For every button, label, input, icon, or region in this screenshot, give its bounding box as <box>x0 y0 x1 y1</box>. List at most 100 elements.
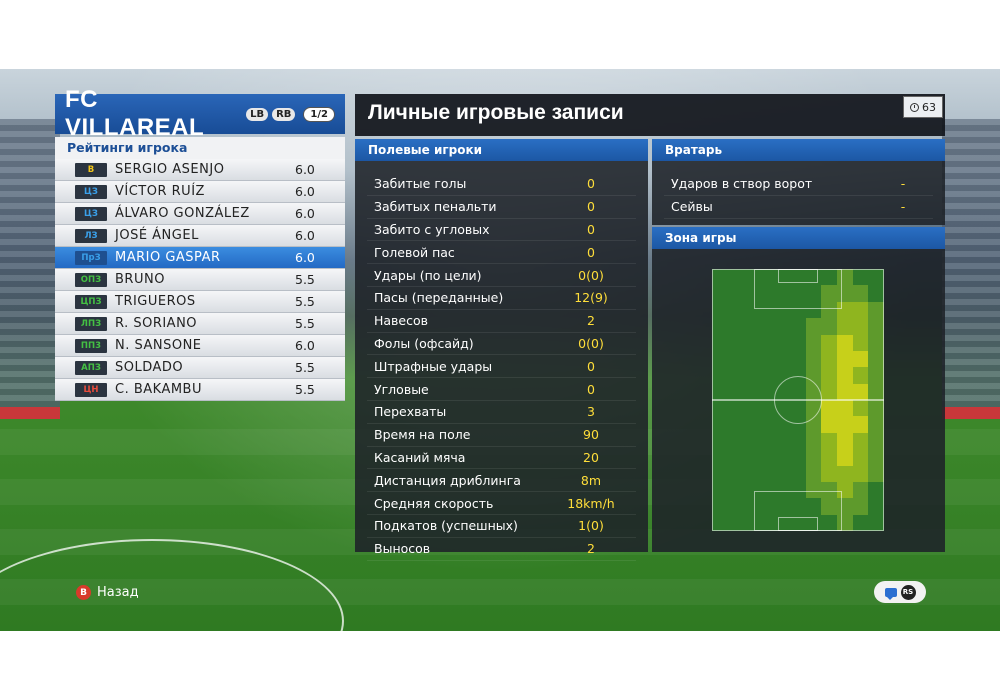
heatmap-cell <box>868 318 884 336</box>
stat-row: Фолы (офсайд) 0(0) <box>367 333 636 356</box>
heatmap-cell <box>712 498 728 516</box>
heatmap-cell <box>790 301 807 319</box>
heatmap-cell <box>727 334 744 352</box>
heatmap-cell <box>758 498 775 516</box>
position-badge: ЦПЗ <box>75 294 107 309</box>
player-row[interactable]: ОПЗ BRUNO 5.5 <box>55 269 345 291</box>
back-button[interactable]: B Назад <box>76 585 139 600</box>
heatmap-cell <box>743 285 760 303</box>
stat-row: Навесов 2 <box>367 310 636 333</box>
stat-label: Средняя скорость <box>374 495 494 511</box>
heatmap-cell <box>774 449 791 467</box>
heatmap-cell <box>712 432 728 450</box>
heatmap-cell <box>712 269 728 286</box>
gk-stat-row: Ударов в створ ворот - <box>664 173 933 196</box>
player-row[interactable]: ПП3 N. SANSONE 6.0 <box>55 335 345 357</box>
heatmap-cell <box>712 383 728 401</box>
heatmap-cell <box>727 416 744 434</box>
heatmap-cell <box>868 400 884 417</box>
heatmap-cell <box>821 449 838 467</box>
heatmap-cell <box>805 334 822 352</box>
heatmap-cell <box>868 301 884 319</box>
heatmap-cell <box>805 481 822 499</box>
stat-label: Забито с угловых <box>374 221 490 237</box>
heatmap-cell <box>821 383 838 401</box>
player-row[interactable]: В SERGIO ASENJO 6.0 <box>55 159 345 181</box>
position-badge: ПП3 <box>75 338 107 353</box>
heatmap-cell <box>868 416 884 434</box>
player-rating: 6.0 <box>295 250 315 265</box>
page-title: Личные игровые записи <box>368 101 624 124</box>
heatmap-cell <box>790 432 807 450</box>
heatmap-cell <box>774 318 791 336</box>
stat-value: 0 <box>587 176 595 192</box>
heatmap-cell <box>743 449 760 467</box>
heatmap-cell <box>758 318 775 336</box>
chat-icon <box>884 587 897 600</box>
gk-stat-row: Сейвы - <box>664 196 933 219</box>
rs-hint[interactable]: RS <box>874 581 926 603</box>
heatmap-cell <box>837 350 854 368</box>
heatmap-cell <box>837 449 854 467</box>
heatmap-cell <box>805 465 822 483</box>
b-button-icon: B <box>76 585 91 600</box>
stat-row: Угловые 0 <box>367 378 636 401</box>
heatmap-cell <box>743 400 760 417</box>
stat-row: Удары (по цели) 0(0) <box>367 264 636 287</box>
heatmap-cell <box>821 416 838 434</box>
player-row[interactable]: ЛЗ JOSÉ ÁNGEL 6.0 <box>55 225 345 247</box>
heatmap-cell <box>712 285 728 303</box>
stat-label: Фолы (офсайд) <box>374 335 474 351</box>
stat-value: - <box>900 199 906 215</box>
heatmap-cell <box>821 318 838 336</box>
heatmap-cell <box>805 432 822 450</box>
stat-value: 20 <box>583 449 599 465</box>
position-badge: ЦЗ <box>75 184 107 199</box>
player-name: N. SANSONE <box>115 338 202 353</box>
stat-label: Сейвы <box>671 199 713 215</box>
heatmap-cell <box>758 350 775 368</box>
goalkeeper-title: Вратарь <box>652 139 945 161</box>
heatmap-cell <box>743 432 760 450</box>
heatmap-cell <box>790 449 807 467</box>
stat-value: 12(9) <box>574 290 608 306</box>
heatmap-cell <box>805 301 822 319</box>
stat-label: Выносов <box>374 541 431 557</box>
heatmap-cell <box>868 514 884 531</box>
player-name: MARIO GASPAR <box>115 250 221 265</box>
heatmap-cell <box>790 269 807 286</box>
rs-button-icon: RS <box>900 584 916 600</box>
player-row[interactable]: ЦН C. BAKAMBU 5.5 <box>55 379 345 401</box>
stat-row: Пасы (переданные) 12(9) <box>367 287 636 310</box>
heatmap-cell <box>852 334 869 352</box>
heatmap-cell <box>868 498 884 516</box>
heatmap-cell <box>727 301 744 319</box>
heatmap-cell <box>758 301 775 319</box>
heatmap-cell <box>727 285 744 303</box>
heatmap-cell <box>743 269 760 286</box>
position-badge: АПЗ <box>75 360 107 375</box>
heatmap-cell <box>868 432 884 450</box>
heatmap-cell <box>821 269 838 286</box>
player-rating: 6.0 <box>295 162 315 177</box>
heatmap-cell <box>743 465 760 483</box>
rb-button-hint[interactable]: RB <box>272 107 296 121</box>
player-row[interactable]: ЦПЗ TRIGUEROS 5.5 <box>55 291 345 313</box>
heatmap-cell <box>790 285 807 303</box>
heatmap-cell <box>821 400 838 417</box>
stat-row: Забитые голы 0 <box>367 173 636 196</box>
stat-label: Навесов <box>374 313 429 329</box>
player-row[interactable]: ПрЗ MARIO GASPAR 6.0 <box>55 247 345 269</box>
lb-button-hint[interactable]: LB <box>246 107 269 121</box>
player-row[interactable]: ЦЗ VÍCTOR RUÍZ 6.0 <box>55 181 345 203</box>
heatmap-cell <box>852 269 869 286</box>
player-row[interactable]: ЦЗ ÁLVARO GONZÁLEZ 6.0 <box>55 203 345 225</box>
player-row[interactable]: АПЗ SOLDADO 5.5 <box>55 357 345 379</box>
heatmap-cell <box>712 449 728 467</box>
outfield-title: Полевые игроки <box>355 139 648 161</box>
heatmap-cell <box>743 318 760 336</box>
heatmap-cell <box>790 350 807 368</box>
player-row[interactable]: ЛПЗ R. SORIANO 5.5 <box>55 313 345 335</box>
heatmap-cell <box>852 465 869 483</box>
crowd-left <box>0 119 60 409</box>
